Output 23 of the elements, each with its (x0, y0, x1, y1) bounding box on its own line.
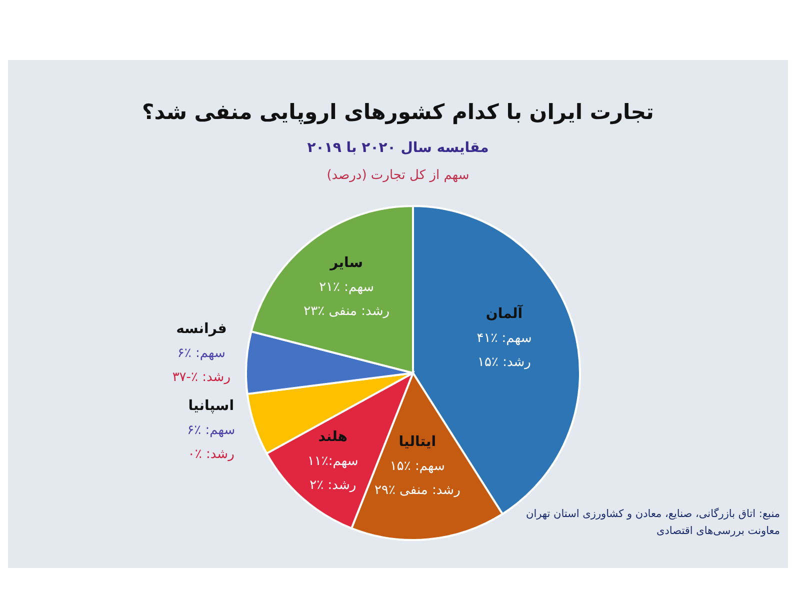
text: رشد: ٪۲ (310, 478, 356, 494)
data-label: سهم: ٪۴۱ (476, 331, 532, 346)
slice-label: سایر (329, 254, 364, 271)
text: رشد: منفی ٪۲۳ (304, 304, 390, 319)
data-label: سهم: ٪۶ (187, 422, 236, 438)
text: رشد: ٪۱۵ (477, 355, 531, 370)
text: رشد: ٪-۳۷ (172, 370, 230, 385)
text: معاونت بررسی‌های اقتصادی (656, 524, 780, 539)
data-label: سهم: ٪۱۵ (390, 458, 445, 474)
slice-label: آلمان (486, 304, 524, 322)
slice-label: فرانسه (176, 321, 227, 337)
text: منبع: اتاق بازرگانی، صنایع، معادن و کشاورزی استان تهران (525, 506, 780, 522)
text: رشد: ٪۰ (188, 446, 234, 462)
text: رشد: منفی ٪۲۹ (374, 482, 460, 498)
slice-label: ایتالیا (398, 434, 436, 450)
data-label: سهم:٪۱۱ (307, 454, 358, 470)
data-label: سهم: ٪۶ (177, 346, 226, 361)
chart-title: تجارت ایران با کدام کشورهای اروپایی منفی شد؟ (141, 100, 655, 124)
data-label: سهم: ٪۲۱ (319, 280, 374, 295)
chart-subtitle: مقایسه سال ۲۰۲۰ با ۲۰۱۹ (306, 140, 490, 156)
slice-label: هلند (318, 429, 348, 446)
text: سهم از کل تجارت (درصد) (326, 168, 470, 183)
slice-label: اسپانیا (188, 398, 234, 414)
